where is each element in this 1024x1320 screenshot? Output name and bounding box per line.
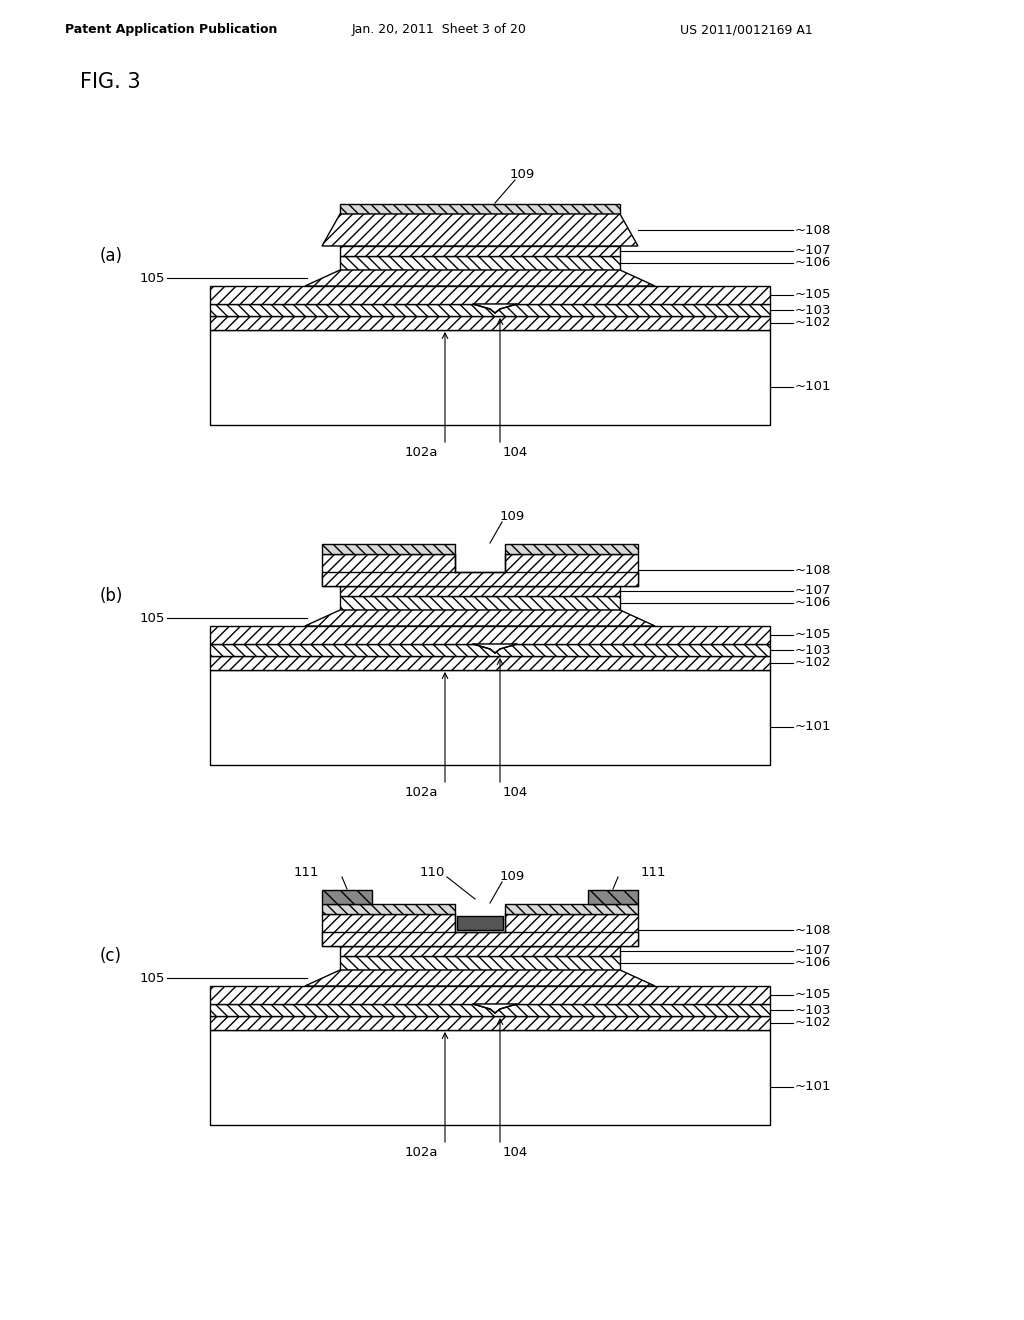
Text: ~107: ~107: [795, 585, 831, 598]
Text: 102a: 102a: [404, 787, 438, 800]
Text: 110: 110: [420, 866, 445, 879]
Bar: [210, 286, 770, 304]
Bar: [210, 304, 770, 315]
Text: ~107: ~107: [795, 244, 831, 257]
Bar: [505, 554, 638, 586]
Bar: [322, 904, 455, 913]
Text: 111: 111: [294, 866, 319, 879]
Bar: [210, 656, 770, 671]
Text: ~106: ~106: [795, 597, 831, 610]
Text: ~108: ~108: [795, 223, 831, 236]
Text: 105: 105: [139, 272, 165, 285]
Bar: [210, 1016, 770, 1030]
Bar: [210, 626, 770, 644]
Text: ~101: ~101: [795, 1081, 831, 1093]
Text: ~101: ~101: [795, 721, 831, 734]
Text: ~103: ~103: [795, 644, 831, 656]
Text: 109: 109: [500, 510, 525, 523]
Bar: [210, 315, 770, 330]
Bar: [210, 671, 770, 766]
Bar: [505, 544, 638, 554]
Text: 104: 104: [503, 446, 528, 459]
Text: 102a: 102a: [404, 1147, 438, 1159]
Text: ~102: ~102: [795, 656, 831, 669]
Polygon shape: [473, 644, 517, 653]
Text: Jan. 20, 2011  Sheet 3 of 20: Jan. 20, 2011 Sheet 3 of 20: [352, 24, 527, 37]
Text: 104: 104: [503, 787, 528, 800]
Polygon shape: [322, 214, 638, 246]
Text: ~105: ~105: [795, 989, 831, 1002]
Text: ~106: ~106: [795, 957, 831, 969]
Bar: [340, 205, 620, 214]
Text: 104: 104: [503, 1147, 528, 1159]
Bar: [340, 946, 620, 956]
Text: ~108: ~108: [795, 924, 831, 936]
Text: ~102: ~102: [795, 317, 831, 330]
Text: ~103: ~103: [795, 1003, 831, 1016]
Bar: [322, 932, 638, 946]
Text: (a): (a): [100, 247, 123, 265]
Bar: [340, 956, 620, 970]
Bar: [210, 986, 770, 1005]
Text: ~101: ~101: [795, 380, 831, 393]
Text: Patent Application Publication: Patent Application Publication: [65, 24, 278, 37]
Text: ~105: ~105: [795, 628, 831, 642]
Bar: [322, 554, 455, 586]
Bar: [210, 644, 770, 656]
Bar: [340, 256, 620, 271]
Text: (c): (c): [100, 946, 122, 965]
Bar: [340, 586, 620, 597]
Polygon shape: [473, 1005, 517, 1012]
Bar: [210, 1005, 770, 1016]
Bar: [322, 890, 372, 904]
Polygon shape: [305, 271, 655, 286]
Text: ~105: ~105: [795, 289, 831, 301]
Polygon shape: [305, 610, 655, 626]
Bar: [340, 597, 620, 610]
Text: FIG. 3: FIG. 3: [80, 73, 140, 92]
Text: 111: 111: [641, 866, 667, 879]
Bar: [322, 913, 455, 946]
Text: 102a: 102a: [404, 446, 438, 459]
Bar: [588, 890, 638, 904]
Text: ~103: ~103: [795, 304, 831, 317]
Text: 109: 109: [510, 168, 536, 181]
Bar: [210, 330, 770, 425]
Text: ~107: ~107: [795, 945, 831, 957]
Bar: [322, 544, 455, 554]
Text: ~106: ~106: [795, 256, 831, 269]
Bar: [505, 913, 638, 946]
Text: ~108: ~108: [795, 564, 831, 577]
Polygon shape: [305, 970, 655, 986]
Text: 105: 105: [139, 972, 165, 985]
Text: ~102: ~102: [795, 1016, 831, 1030]
Bar: [457, 916, 503, 931]
Text: (b): (b): [100, 587, 123, 605]
Polygon shape: [473, 304, 517, 313]
Bar: [505, 904, 638, 913]
Text: 105: 105: [139, 611, 165, 624]
Text: US 2011/0012169 A1: US 2011/0012169 A1: [680, 24, 813, 37]
Bar: [210, 1030, 770, 1125]
Text: 109: 109: [500, 870, 525, 883]
Bar: [322, 572, 638, 586]
Bar: [340, 246, 620, 256]
